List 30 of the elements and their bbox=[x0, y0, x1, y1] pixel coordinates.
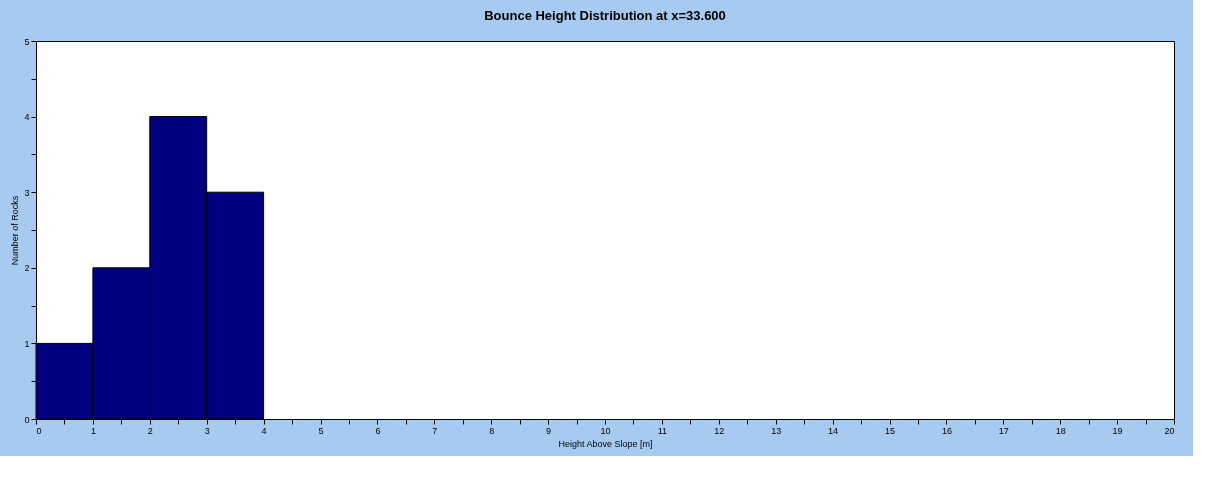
x-tick-label: 0 bbox=[36, 425, 42, 436]
x-tick-label: 20 bbox=[1164, 425, 1175, 436]
x-tick-label: 1 bbox=[90, 425, 96, 436]
x-tick-label: 14 bbox=[828, 425, 839, 436]
x-tick-label: 19 bbox=[1112, 425, 1123, 436]
x-tick-label: 9 bbox=[546, 425, 552, 436]
x-tick-label: 3 bbox=[204, 425, 210, 436]
x-tick-label: 16 bbox=[941, 425, 952, 436]
y-tick-label: 4 bbox=[24, 112, 30, 123]
y-tick-label: 2 bbox=[24, 263, 30, 274]
chart-title: Bounce Height Distribution at x=33.600 bbox=[484, 8, 726, 23]
x-tick-label: 10 bbox=[600, 425, 611, 436]
x-tick-label: 5 bbox=[318, 425, 324, 436]
x-tick-label: 18 bbox=[1055, 425, 1066, 436]
x-tick-label: 2 bbox=[147, 425, 153, 436]
x-tick-label: 8 bbox=[489, 425, 495, 436]
y-tick-label: 1 bbox=[24, 338, 30, 349]
y-tick-label: 3 bbox=[24, 187, 30, 198]
x-tick-label: 17 bbox=[998, 425, 1009, 436]
y-tick-label: 5 bbox=[24, 36, 30, 47]
x-tick-label: 12 bbox=[714, 425, 725, 436]
x-tick-label: 7 bbox=[432, 425, 438, 436]
x-tick-label: 4 bbox=[261, 425, 267, 436]
y-tick-label: 0 bbox=[24, 414, 30, 425]
x-tick-label: 6 bbox=[375, 425, 381, 436]
x-axis-title: Height Above Slope [m] bbox=[558, 438, 653, 449]
x-tick-label: 13 bbox=[771, 425, 782, 436]
x-tick-label: 11 bbox=[657, 425, 668, 436]
x-tick-label: 15 bbox=[884, 425, 896, 436]
y-axis-title: Number of Rocks bbox=[10, 195, 21, 266]
